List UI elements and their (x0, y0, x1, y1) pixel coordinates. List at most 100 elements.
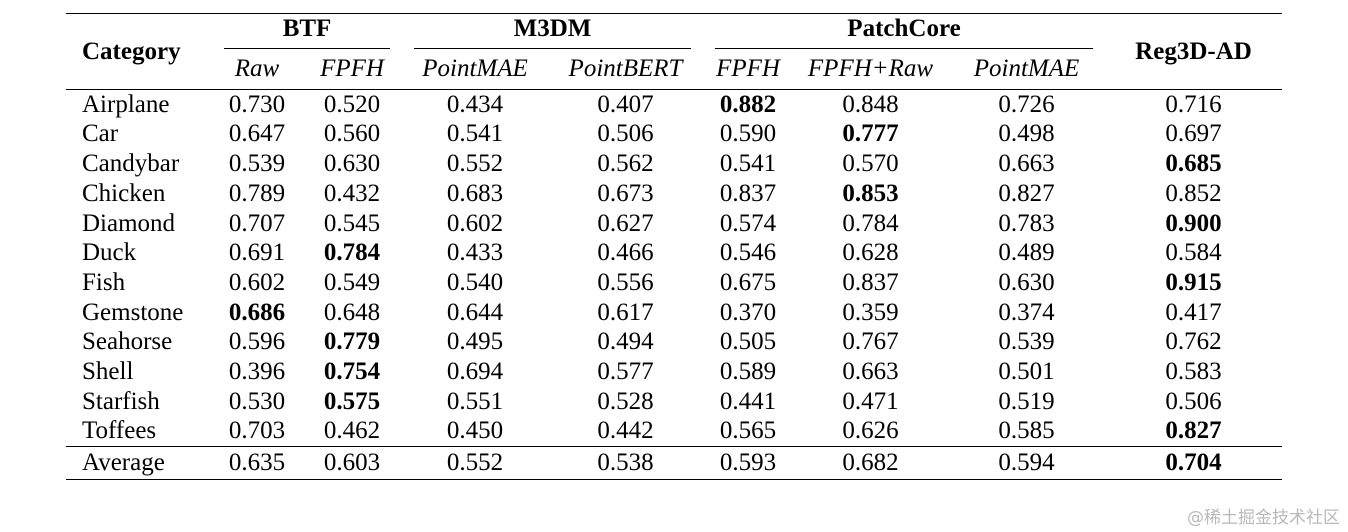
value-cell: 0.441 (719, 387, 777, 415)
value-cell: 0.590 (719, 120, 777, 148)
value-cell: 0.541 (446, 120, 504, 148)
value-cell: 0.565 (703, 416, 793, 448)
value-cell: 0.417 (1165, 298, 1222, 326)
value-cell: 0.530 (228, 387, 286, 415)
value-cell: 0.556 (597, 268, 654, 296)
value-cell: 0.434 (446, 90, 504, 118)
subheader-cell: PointMAE (973, 54, 1080, 82)
category-cell: Car (82, 120, 119, 148)
subheader-cell: FPFH (716, 54, 780, 82)
table-row: Candybar 0.539 0.630 0.552 0.562 0.541 0.570 0.… (66, 149, 1282, 179)
table-row: Shell 0.396 0.754 0.694 0.577 0.589 0.663 0.501… (66, 357, 1282, 387)
group-header-label: BTF (224, 14, 390, 49)
value-cell: 0.682 (793, 446, 948, 481)
value-cell: 0.675 (719, 268, 777, 296)
value-cell: 0.432 (323, 179, 381, 207)
value-cell: 0.647 (228, 120, 286, 148)
category-cell: Gemstone (82, 298, 184, 326)
value-cell: 0.562 (597, 150, 654, 178)
best-value-cell: 0.853 (842, 179, 899, 207)
group-header-row: Category BTF M3DM PatchCore Reg3D-AD (66, 13, 1282, 65)
table-row: Toffees 0.703 0.462 0.450 0.442 0.565 0.626 0.5… (66, 416, 1282, 448)
value-cell: 0.495 (446, 328, 504, 356)
value-cell: 0.519 (998, 387, 1055, 415)
value-cell: 0.450 (402, 416, 548, 448)
value-cell: 0.560 (323, 120, 381, 148)
best-value-cell: 0.827 (1105, 416, 1282, 448)
value-cell: 0.627 (597, 209, 654, 237)
best-value-cell: 0.575 (323, 387, 381, 415)
table-row: Diamond 0.707 0.545 0.602 0.627 0.574 0.784 0.7… (66, 209, 1282, 239)
average-body: Average 0.635 0.603 0.552 0.538 0.593 0.682 0.5… (66, 446, 1282, 481)
value-cell: 0.726 (998, 90, 1055, 118)
value-cell: 0.520 (323, 90, 381, 118)
table-row: Fish 0.602 0.549 0.540 0.556 0.675 0.837 0.630 0… (66, 268, 1282, 298)
value-cell: 0.767 (842, 328, 899, 356)
value-cell: 0.630 (998, 268, 1055, 296)
value-cell: 0.584 (1165, 239, 1222, 267)
value-cell: 0.716 (1165, 90, 1222, 118)
subheader-cell: Raw (234, 54, 280, 82)
results-table: Category BTF M3DM PatchCore Reg3D-AD Raw FPF… (66, 13, 1282, 481)
value-cell: 0.462 (302, 416, 402, 448)
category-cell: Chicken (82, 179, 166, 207)
watermark: @稀土掘金技术社区 (1187, 508, 1340, 528)
best-value-cell: 0.685 (1165, 150, 1222, 178)
value-cell: 0.546 (719, 239, 777, 267)
value-cell: 0.602 (446, 209, 504, 237)
value-cell: 0.673 (597, 179, 654, 207)
value-cell: 0.663 (998, 150, 1055, 178)
value-cell: 0.489 (998, 239, 1055, 267)
value-cell: 0.374 (998, 298, 1055, 326)
category-cell: Starfish (82, 387, 160, 415)
subheader-cell: FPFH (320, 54, 384, 82)
value-cell: 0.602 (228, 268, 286, 296)
group-header-patchcore: PatchCore (703, 14, 1105, 49)
value-cell: 0.707 (228, 209, 286, 237)
value-cell: 0.545 (323, 209, 381, 237)
value-cell: 0.837 (842, 268, 899, 296)
table-row: Seahorse 0.596 0.779 0.495 0.494 0.505 0.767 0.… (66, 327, 1282, 357)
value-cell: 0.552 (402, 446, 548, 481)
value-cell: 0.577 (597, 358, 654, 386)
value-cell: 0.541 (719, 150, 777, 178)
value-cell: 0.583 (1165, 358, 1222, 386)
value-cell: 0.574 (719, 209, 777, 237)
value-cell: 0.837 (719, 179, 777, 207)
value-cell: 0.593 (703, 446, 793, 481)
value-cell: 0.471 (842, 387, 899, 415)
value-cell: 0.585 (948, 416, 1105, 448)
value-cell: 0.596 (228, 328, 286, 356)
best-value-cell: 0.915 (1165, 268, 1222, 296)
best-value-cell: 0.777 (842, 120, 899, 148)
best-value-cell: 0.900 (1165, 209, 1222, 237)
value-cell: 0.407 (597, 90, 654, 118)
subheader-cell: PointMAE (422, 54, 528, 82)
table-row: Chicken 0.789 0.432 0.683 0.673 0.837 0.853 0.8… (66, 179, 1282, 209)
value-cell: 0.498 (998, 120, 1055, 148)
category-cell: Toffees (66, 416, 212, 448)
reg3d-ad-header: Reg3D-AD (1135, 37, 1252, 65)
value-cell: 0.762 (1165, 328, 1222, 356)
value-cell: 0.505 (719, 328, 777, 356)
value-cell: 0.506 (597, 120, 654, 148)
value-cell: 0.697 (1165, 120, 1222, 148)
group-header-m3dm: M3DM (402, 14, 703, 49)
category-cell: Fish (82, 268, 126, 296)
value-cell: 0.538 (548, 446, 703, 481)
value-cell: 0.506 (1165, 387, 1222, 415)
value-cell: 0.852 (1165, 179, 1222, 207)
value-cell: 0.551 (446, 387, 504, 415)
best-value-cell: 0.754 (323, 358, 381, 386)
value-cell: 0.730 (228, 90, 286, 118)
table-row: Airplane 0.730 0.520 0.434 0.407 0.882 0.848 0.… (66, 89, 1282, 119)
value-cell: 0.691 (228, 239, 286, 267)
value-cell: 0.644 (446, 298, 504, 326)
table-row: Gemstone 0.686 0.648 0.644 0.617 0.370 0.359 0.… (66, 298, 1282, 328)
value-cell: 0.539 (998, 328, 1055, 356)
group-header-label: PatchCore (715, 14, 1093, 49)
value-cell: 0.589 (719, 358, 777, 386)
category-header: Category (82, 37, 181, 65)
value-cell: 0.442 (548, 416, 703, 448)
value-cell: 0.663 (842, 358, 899, 386)
